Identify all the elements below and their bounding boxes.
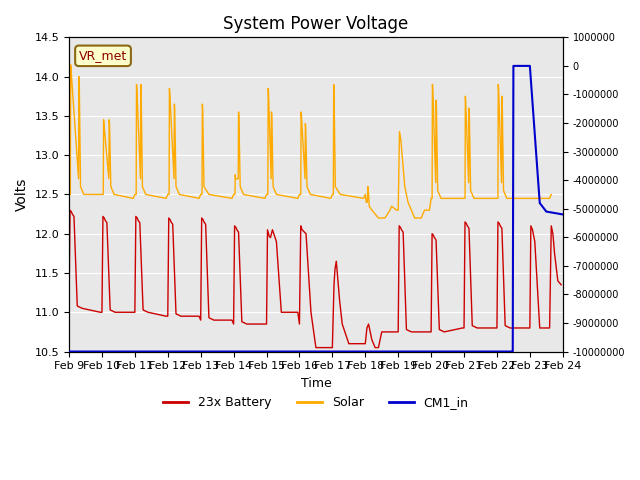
Title: System Power Voltage: System Power Voltage	[223, 15, 408, 33]
Y-axis label: Volts: Volts	[15, 178, 29, 211]
Text: VR_met: VR_met	[79, 49, 127, 62]
X-axis label: Time: Time	[301, 377, 332, 390]
Legend: 23x Battery, Solar, CM1_in: 23x Battery, Solar, CM1_in	[158, 391, 474, 414]
